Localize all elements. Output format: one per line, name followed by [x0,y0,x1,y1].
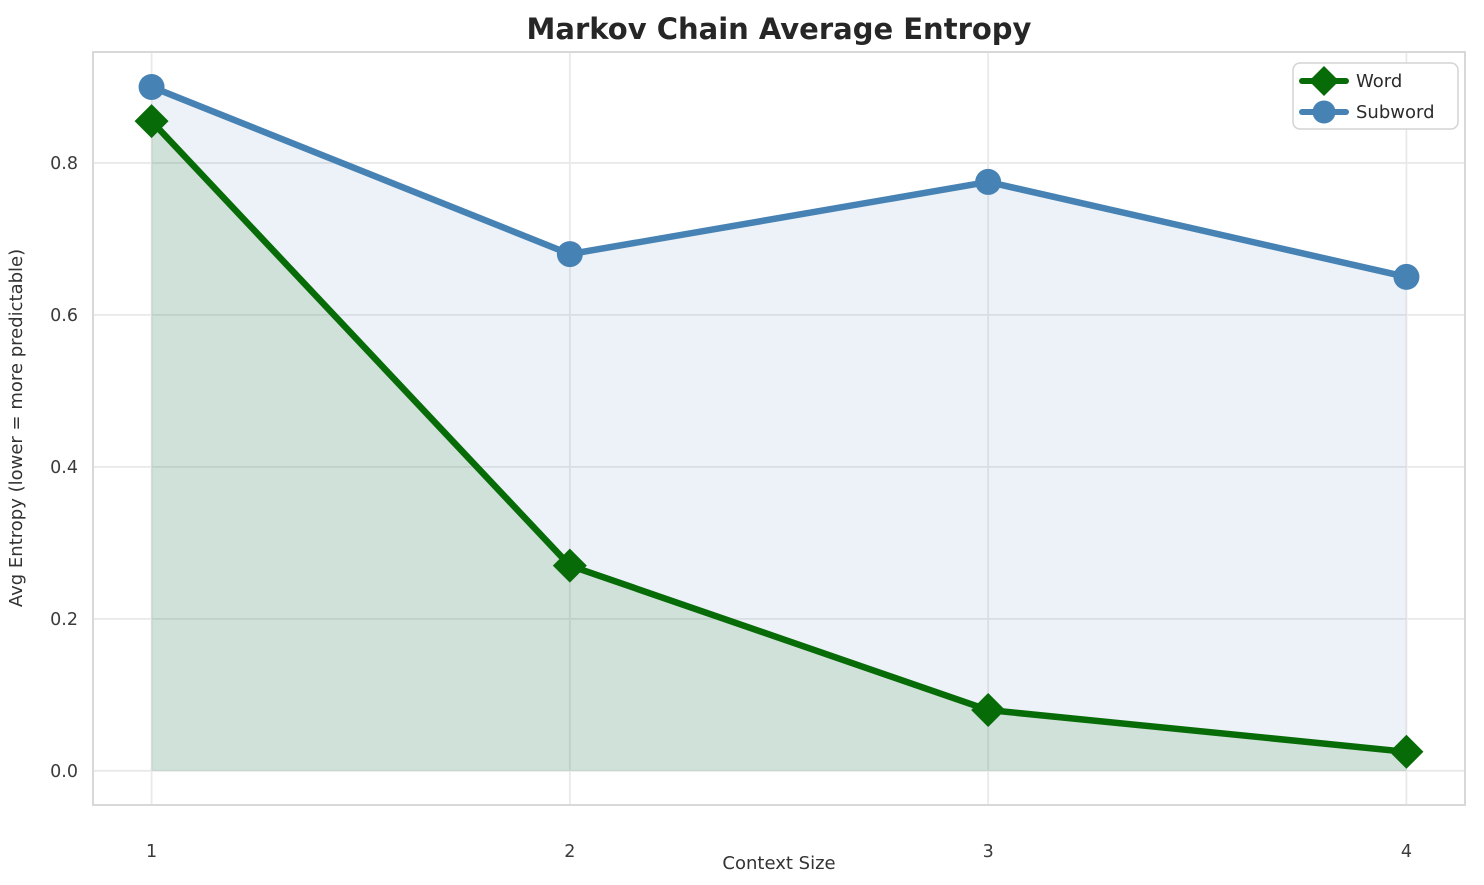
word-marker [1309,66,1339,96]
series-layer [134,73,1424,769]
y-axis-label: Avg Entropy (lower = more predictable) [6,249,27,607]
legend-label-word: Word [1356,71,1402,92]
y-tick-label: 0.2 [50,610,78,630]
plot-border [92,51,1466,806]
subword-area-fill [151,86,1407,771]
y-tick-label: 0.8 [50,154,78,174]
x-axis-label: Context Size [722,853,835,874]
subword-marker [138,73,165,100]
subword-marker [975,168,1002,195]
subword-marker [1393,263,1420,290]
chart-title: Markov Chain Average Entropy [527,12,1032,46]
y-tick-label: 0.4 [50,458,78,478]
word-marker [134,104,169,139]
grid-layer [93,52,1465,805]
word-area-fill [151,121,1407,771]
x-tick-label: 3 [983,842,994,862]
word-marker [552,548,587,583]
fill-layer [151,86,1407,771]
subword-marker [1312,100,1336,124]
x-tick-label: 4 [1401,842,1412,862]
legend-markers [1299,66,1349,124]
legend: Word Subword [1292,62,1459,130]
legend-label-subword: Subword [1356,102,1435,123]
plot-area [92,51,1466,806]
subword-marker [556,241,583,268]
y-tick-label: 0.0 [50,762,78,782]
tick-layer: 1 2 3 4 0.0 0.2 0.4 0.6 0.8 [50,154,1412,862]
x-tick-label: 2 [564,842,575,862]
y-tick-label: 0.6 [50,306,78,326]
subword-line [148,83,1410,281]
word-marker [971,693,1006,728]
word-marker [1389,734,1424,769]
word-line [148,117,1410,756]
x-tick-label: 1 [146,842,157,862]
